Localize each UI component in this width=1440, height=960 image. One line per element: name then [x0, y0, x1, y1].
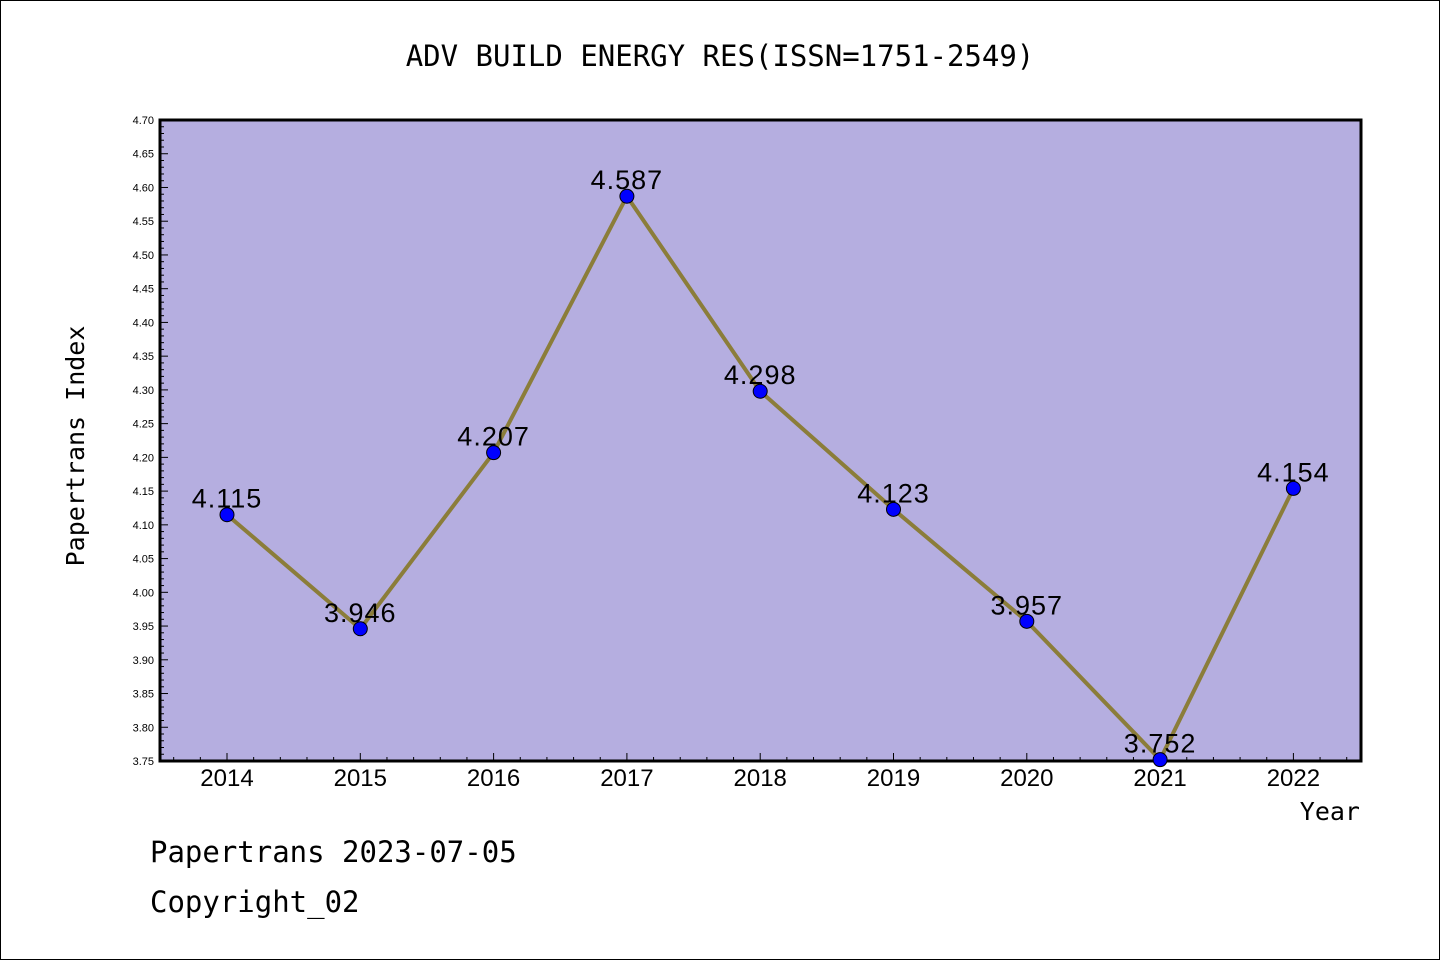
x-tick-label: 2021: [1133, 765, 1186, 792]
x-tick-label: 2018: [734, 765, 787, 792]
x-tick-label: 2022: [1267, 765, 1320, 792]
data-label: 3.957: [991, 590, 1064, 620]
x-axis-label: Year: [1300, 797, 1360, 826]
x-tick-label: 2017: [600, 765, 653, 792]
data-label: 3.946: [324, 598, 397, 628]
data-label: 4.587: [591, 165, 664, 195]
y-tick-label: 4.40: [133, 317, 154, 329]
data-point: [619, 188, 635, 204]
x-tick-label: 2015: [334, 765, 387, 792]
y-tick-label: 4.35: [133, 351, 154, 363]
chart-title: ADV BUILD ENERGY RES(ISSN=1751-2549): [406, 39, 1035, 73]
y-tick-label: 4.05: [133, 554, 154, 566]
y-tick-label: 4.45: [133, 284, 154, 296]
y-axis: 3.75 3.80 3.85 3.90 3.95 4.00 4.05 4.10 4.15 4.20…: [133, 115, 168, 768]
data-labels: 4.115 3.946 4.207 4.587 4.298 4.123 3.957 3.752…: [192, 165, 1330, 759]
data-point: [219, 507, 235, 523]
footer-date: Papertrans 2023-07-05: [150, 835, 517, 869]
data-label: 4.298: [724, 360, 797, 390]
data-label: 4.207: [457, 422, 530, 452]
data-point: [1152, 752, 1168, 768]
y-tick-label: 4.10: [133, 520, 154, 532]
footer-copyright: Copyright_02: [150, 885, 360, 919]
y-tick-label: 4.70: [133, 115, 154, 127]
data-point: [1019, 613, 1035, 629]
data-label: 4.123: [857, 478, 930, 508]
y-tick-label: 4.60: [133, 182, 154, 194]
y-tick-label: 4.65: [133, 149, 154, 161]
y-tick-label: 4.15: [133, 486, 154, 498]
x-tick-label: 2019: [867, 765, 920, 792]
y-tick-label: 3.95: [133, 621, 154, 633]
data-label: 4.115: [192, 484, 263, 514]
data-point: [886, 501, 901, 517]
data-label: 4.154: [1257, 457, 1330, 487]
data-label: 3.752: [1124, 729, 1197, 759]
data-point: [352, 621, 368, 637]
series-markers: [219, 188, 1301, 768]
plot-area: [158, 118, 1363, 763]
y-axis-label: Papertrans Index: [61, 326, 90, 567]
x-tick-label: 2016: [467, 765, 520, 792]
y-tick-label: 4.30: [133, 385, 154, 397]
y-tick-label: 4.55: [133, 216, 154, 228]
y-tick-label: 3.90: [133, 655, 154, 667]
y-tick-label: 3.85: [133, 689, 154, 701]
y-tick-label: 4.00: [133, 587, 154, 599]
y-tick-label: 4.50: [133, 250, 154, 262]
data-point: [752, 383, 768, 399]
y-tick-label: 3.80: [133, 722, 154, 734]
data-point: [486, 445, 502, 461]
data-point: [1285, 480, 1301, 496]
x-axis: 2014 2015 2016 2017 2018 2019 2020 2021 2022: [173, 753, 1348, 792]
x-tick-label: 2014: [200, 765, 253, 792]
y-tick-label: 4.20: [133, 452, 154, 464]
y-tick-label: 3.75: [133, 756, 154, 768]
x-tick-label: 2020: [1000, 765, 1053, 792]
y-tick-label: 4.25: [133, 419, 154, 431]
